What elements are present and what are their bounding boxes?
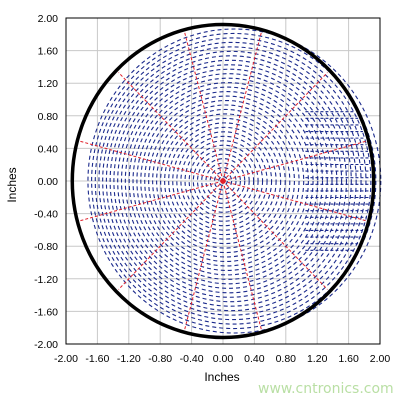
field-pattern bbox=[87, 28, 382, 334]
field-ring bbox=[205, 162, 241, 200]
field-ring bbox=[168, 122, 282, 240]
field-ring bbox=[172, 126, 277, 236]
x-tick-label: -1.20 bbox=[117, 353, 141, 365]
field-ring bbox=[113, 59, 347, 303]
field-ring bbox=[192, 149, 255, 213]
y-tick-label: -1.60 bbox=[34, 306, 58, 318]
y-tick-label: -0.80 bbox=[34, 241, 58, 253]
y-tick-label: -0.40 bbox=[34, 209, 58, 221]
y-tick-label: 1.20 bbox=[38, 78, 59, 90]
field-ring bbox=[213, 171, 233, 191]
field-ring bbox=[124, 73, 333, 289]
field-ring bbox=[109, 55, 352, 307]
x-tick-label: -1.60 bbox=[85, 353, 109, 365]
boundary-circle bbox=[70, 22, 376, 340]
y-tick-label: 1.60 bbox=[38, 46, 59, 58]
x-tick-label: -0.40 bbox=[180, 353, 204, 365]
radial-line bbox=[222, 180, 262, 330]
field-ring bbox=[148, 99, 305, 263]
x-tick-label: 1.20 bbox=[307, 353, 328, 365]
y-tick-label: 2.00 bbox=[38, 13, 59, 25]
y-axis-title: Inches bbox=[5, 167, 19, 202]
field-ring bbox=[209, 167, 237, 195]
radial-line bbox=[118, 180, 224, 290]
x-tick-label: -2.00 bbox=[54, 353, 78, 365]
watermark-text: www.cntronics.com bbox=[258, 381, 394, 397]
field-ring bbox=[128, 77, 328, 285]
radial-line bbox=[184, 180, 224, 330]
radial-line bbox=[222, 72, 328, 182]
field-ring bbox=[184, 140, 264, 222]
field-ring bbox=[132, 82, 324, 280]
radial-line bbox=[184, 32, 224, 182]
y-tick-label: 0.40 bbox=[38, 143, 59, 155]
field-ring bbox=[120, 68, 338, 294]
field-ring bbox=[201, 158, 246, 204]
field-ring bbox=[176, 131, 273, 231]
y-tick-label: -1.20 bbox=[34, 274, 58, 286]
radial-line bbox=[222, 180, 366, 222]
x-tick-label: 0.00 bbox=[213, 353, 234, 365]
boundary-circle-group bbox=[70, 22, 376, 340]
field-ring bbox=[136, 86, 319, 276]
center-point bbox=[220, 178, 226, 184]
field-ring bbox=[144, 95, 309, 267]
y-tick-labels: 2.00 1.60 1.20 0.80 0.40 0.00 -0.40 -0.80 -1.20 -… bbox=[34, 13, 58, 351]
x-tick-label: 0.80 bbox=[276, 353, 297, 365]
field-ring bbox=[140, 91, 314, 271]
field-ring bbox=[91, 32, 377, 330]
x-tick-label: 2.00 bbox=[370, 353, 391, 365]
field-ring bbox=[94, 37, 372, 325]
field-ring bbox=[218, 175, 228, 187]
x-tick-label: 0.40 bbox=[244, 353, 265, 365]
field-ring bbox=[152, 104, 300, 258]
field-ring bbox=[102, 46, 362, 316]
radial-line bbox=[222, 32, 262, 182]
radial-line bbox=[222, 180, 328, 290]
field-ring bbox=[188, 144, 259, 218]
field-ring bbox=[105, 50, 357, 312]
field-ring bbox=[98, 41, 367, 321]
y-tick-label: 0.00 bbox=[38, 176, 59, 188]
field-ring bbox=[156, 108, 295, 254]
field-ring bbox=[164, 117, 286, 245]
field-ring bbox=[87, 28, 382, 334]
x-axis-title: Inches bbox=[204, 370, 239, 384]
radial-line bbox=[118, 72, 224, 182]
plot-frame bbox=[65, 17, 381, 345]
y-tick-label: -2.00 bbox=[34, 339, 58, 351]
x-tick-label: -0.80 bbox=[148, 353, 172, 365]
y-tick-label: 0.80 bbox=[38, 111, 59, 123]
radial-lines bbox=[80, 32, 366, 330]
x-tick-label: 1.60 bbox=[338, 353, 359, 365]
x-tick-labels: -2.00 -1.60 -1.20 -0.80 -0.40 0.00 0.40 0.80 1.2… bbox=[54, 353, 390, 365]
field-ring bbox=[196, 153, 250, 209]
field-ring bbox=[117, 64, 343, 298]
field-ring bbox=[180, 135, 268, 227]
field-ring bbox=[160, 113, 291, 249]
